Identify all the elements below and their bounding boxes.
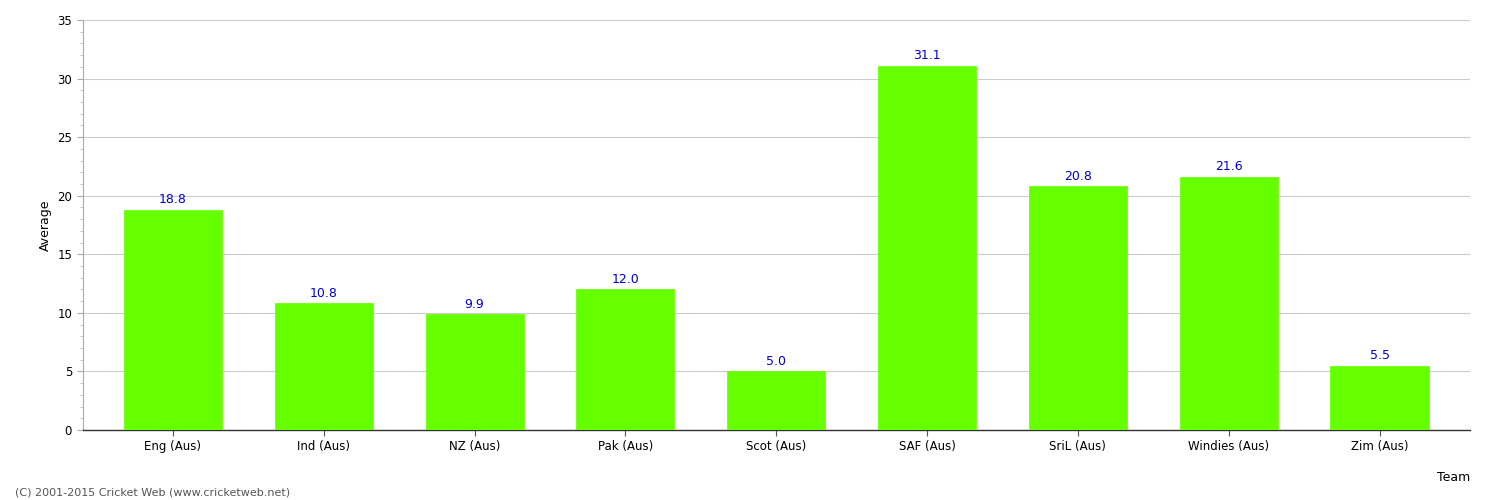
Text: 9.9: 9.9 [465,298,484,310]
Bar [576,290,675,430]
Bar [426,314,524,430]
Text: 21.6: 21.6 [1215,160,1242,173]
Bar [1330,366,1428,430]
Text: (C) 2001-2015 Cricket Web (www.cricketweb.net): (C) 2001-2015 Cricket Web (www.cricketwe… [15,488,290,498]
Text: 31.1: 31.1 [914,49,940,62]
Bar [124,210,222,430]
Bar [1179,177,1278,430]
Bar [728,372,825,430]
Text: Team: Team [1437,471,1470,484]
Text: 12.0: 12.0 [612,273,639,286]
Text: 18.8: 18.8 [159,194,188,206]
Text: 5.0: 5.0 [766,355,786,368]
Text: 10.8: 10.8 [310,287,338,300]
Text: 5.5: 5.5 [1370,349,1389,362]
Text: 20.8: 20.8 [1064,170,1092,183]
Bar [274,304,374,430]
Bar [878,66,977,430]
Y-axis label: Average: Average [39,199,51,251]
Bar [1029,186,1126,430]
